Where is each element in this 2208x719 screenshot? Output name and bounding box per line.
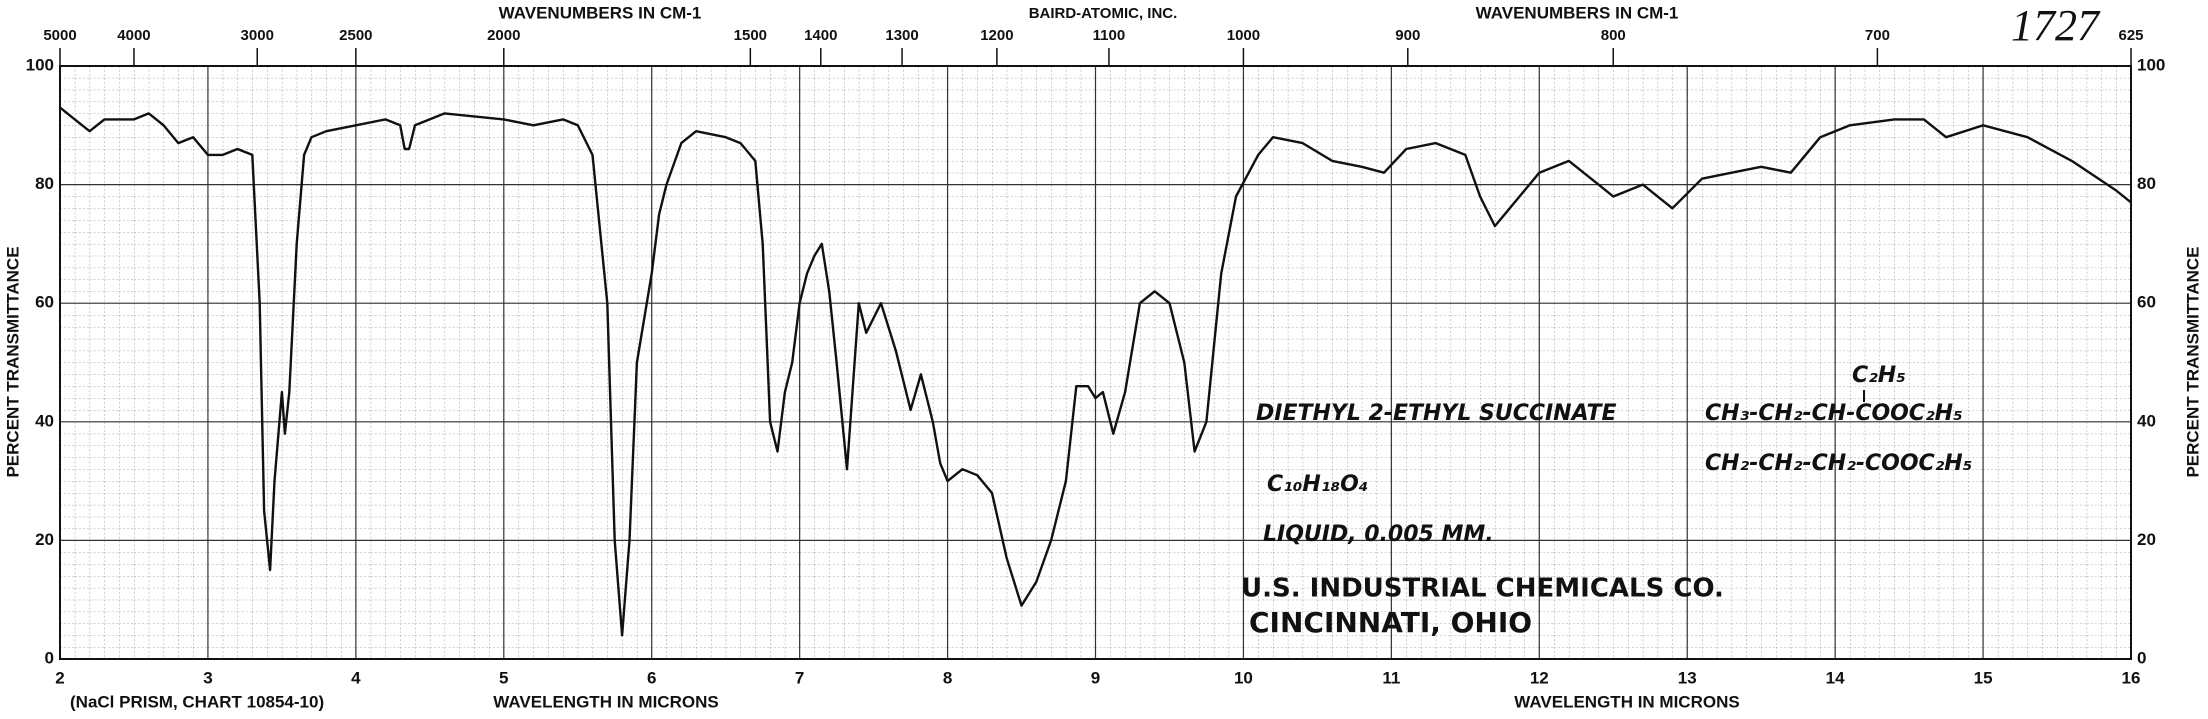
annotation: CH₃-CH₂-CH-COOC₂H₅ [1705,401,1963,426]
y-tick-label-right: 60 [2137,293,2156,312]
annotation: U.S. INDUSTRIAL CHEMICALS CO. [1241,574,1724,604]
x2-tick-label: 1200 [980,27,1013,44]
annotation: DIETHYL 2-ETHYL SUCCINATE [1256,401,1617,426]
y-tick-label: 80 [35,174,54,193]
x-tick-label: 5 [499,668,508,687]
spectrum-line [59,106,2132,637]
chart-title: BAIRD-ATOMIC, INC. [1029,5,1178,22]
x-tick-label: 10 [1234,668,1253,687]
y-tick-label-right: 100 [2137,55,2165,74]
x2-tick-label: 800 [1601,27,1626,44]
x2-tick-label: 3000 [241,27,274,44]
annotation: CINCINNATI, OHIO [1249,606,1532,639]
x2-tick-label: 700 [1865,27,1890,44]
x-tick-label: 7 [795,668,804,687]
annotation: CH₂-CH₂-CH₂-COOC₂H₅ [1705,451,1972,476]
x-tick-label: 12 [1530,668,1549,687]
annotation: C₁₀H₁₈O₄ [1267,472,1368,497]
x-axis-label: WAVELENGTH IN MICRONS [493,692,718,711]
x2-tick-label: 2000 [487,27,520,44]
footnote: (NaCl PRISM, CHART 10854-10) [70,692,324,711]
x2-tick-label: 1400 [804,27,837,44]
x-axis-label: WAVELENGTH IN MICRONS [1514,692,1739,711]
x-tick-label: 3 [203,668,212,687]
x2-tick-label: 2500 [339,27,372,44]
y-tick-label-right: 80 [2137,174,2156,193]
plot-frame [59,65,2132,660]
x2-tick-label: 625 [2118,27,2143,44]
y-tick-label: 100 [26,55,54,74]
y-tick-label: 0 [45,648,54,667]
x-tick-label: 8 [943,668,952,687]
x-tick-label: 6 [647,668,656,687]
x-tick-label: 11 [1382,668,1400,687]
x-tick-label: 2 [55,668,64,687]
top-axis-label: WAVENUMBERS IN CM-1 [1476,3,1679,22]
y-axis-label: PERCENT TRANSMITTANCE [3,246,22,477]
x-tick-label: 16 [2122,668,2141,687]
y-tick-label-right: 0 [2137,648,2146,667]
annotations: DIETHYL 2-ETHYL SUCCINATE C₁₀H₁₈O₄ LIQUI… [1241,363,1972,639]
annotation: LIQUID, 0.005 MM. [1263,522,1494,547]
x-tick-label: 9 [1091,668,1100,687]
x-tick-label: 4 [351,668,361,687]
y-tick-label-right: 40 [2137,411,2156,430]
x2-tick-label: 4000 [117,27,150,44]
x2-tick-label: 900 [1395,27,1420,44]
x2-tick-label: 1100 [1093,27,1126,44]
x-tick-label: 15 [1974,668,1993,687]
x2-tick-label: 1300 [885,27,918,44]
y-axis-label-right: PERCENT TRANSMITTANCE [2183,246,2202,477]
annotation: C₂H₅ [1852,363,1906,388]
chart-number: 1727 [2011,1,2101,50]
y-tick-label: 20 [35,530,54,549]
x2-tick-label: 1500 [734,27,767,44]
x-tick-label: 14 [1826,668,1845,687]
x2-tick-label: 1000 [1227,27,1260,44]
y-tick-label-right: 20 [2137,530,2156,549]
x-tick-label: 13 [1678,668,1697,687]
y-tick-label: 40 [35,411,54,430]
top-axis-label: WAVENUMBERS IN CM-1 [499,3,702,22]
x2-tick-label: 5000 [43,27,76,44]
y-tick-label: 60 [35,293,54,312]
